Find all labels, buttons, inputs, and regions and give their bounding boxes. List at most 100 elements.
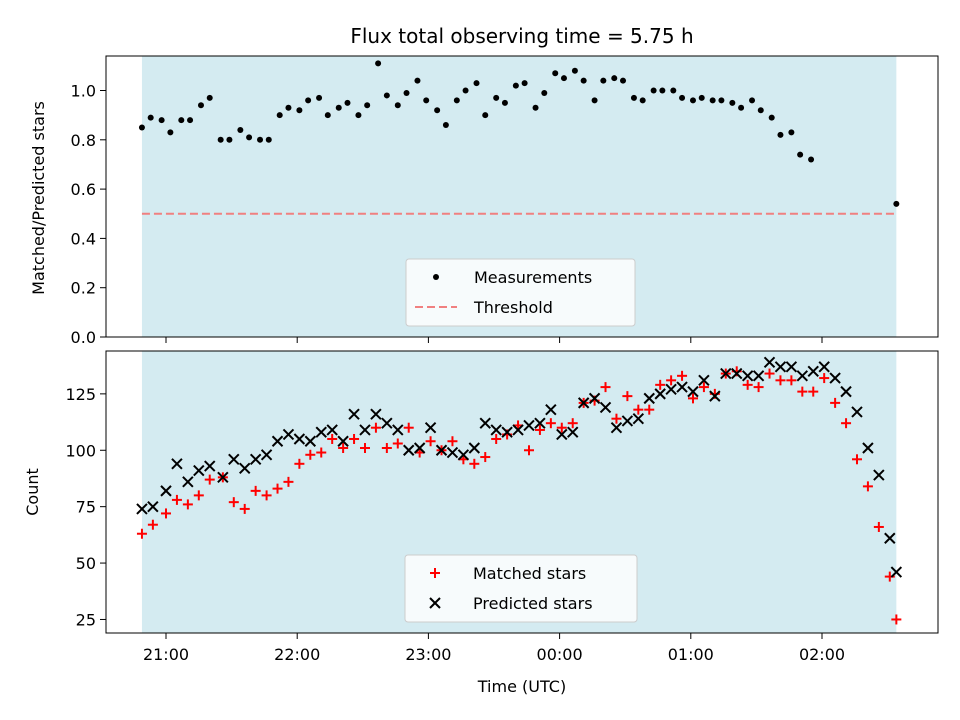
- predicted-star-point: [337, 435, 349, 447]
- predicted-star-mark: [204, 460, 216, 472]
- matched-star-point: [403, 422, 414, 433]
- x-tick-label: 02:00: [799, 645, 845, 664]
- matched-star-point: [228, 497, 239, 508]
- measurement-point: [187, 117, 194, 124]
- predicted-star-mark: [752, 370, 765, 382]
- matched-star-point: [819, 373, 830, 384]
- measurement-point: [591, 97, 598, 104]
- matched-star-point: [644, 404, 655, 415]
- predicted-star-point: [348, 408, 360, 420]
- predicted-star-mark: [304, 435, 317, 447]
- predicted-star-mark: [326, 424, 338, 436]
- matched-star-point: [764, 368, 775, 379]
- measurement-point: [482, 112, 489, 119]
- predicted-star-mark: [665, 383, 677, 396]
- predicted-star-point: [731, 367, 743, 380]
- predicted-star-point: [676, 381, 688, 393]
- measurement-point: [797, 151, 804, 158]
- predicted-star-point: [239, 462, 251, 475]
- x-tick-label: 01:00: [668, 645, 714, 664]
- predicted-star-point: [610, 421, 623, 434]
- predicted-star-mark: [193, 464, 205, 477]
- measurement-points: [138, 60, 900, 207]
- predicted-star-mark: [698, 374, 710, 387]
- measurement-point: [473, 80, 480, 87]
- predicted-star-mark: [147, 500, 159, 513]
- predicted-star-point: [890, 566, 903, 578]
- predicted-star-point: [381, 417, 393, 429]
- predicted-star-mark: [763, 356, 776, 368]
- predicted-star-point: [807, 365, 819, 378]
- measurement-point: [611, 75, 618, 82]
- predicted-star-point: [654, 388, 666, 400]
- matched-star-point: [841, 418, 852, 429]
- measurement-point: [768, 114, 775, 121]
- predicted-star-point: [556, 428, 568, 441]
- predicted-star-mark: [807, 365, 819, 378]
- predicted-star-point: [136, 503, 148, 515]
- matched-star-point: [349, 433, 360, 444]
- x-tick-label: 22:00: [274, 645, 320, 664]
- measurement-point: [178, 117, 185, 124]
- matched-star-point: [171, 494, 182, 505]
- measurement-point: [296, 107, 303, 114]
- measurement-point: [689, 97, 696, 104]
- predicted-star-mark: [621, 415, 634, 427]
- predicted-star-mark: [171, 458, 183, 470]
- measurement-point: [521, 80, 528, 87]
- predicted-star-mark: [435, 444, 448, 456]
- predicted-star-mark: [359, 424, 371, 436]
- measurement-point: [364, 102, 371, 109]
- predicted-star-point: [599, 401, 612, 414]
- predicted-star-mark: [282, 428, 295, 441]
- matched-star-point: [327, 433, 338, 444]
- predicted-star-mark: [403, 444, 415, 456]
- legend-box: [405, 258, 636, 327]
- predicted-star-point: [457, 449, 470, 461]
- measurement-point: [738, 104, 745, 111]
- measurement-point: [324, 112, 331, 119]
- predicted-star-mark: [315, 426, 327, 438]
- predicted-star-mark: [228, 453, 240, 465]
- measurement-point: [620, 77, 627, 84]
- chart-title: Flux total observing time = 5.75 h: [350, 24, 693, 48]
- predicted-star-point: [435, 444, 448, 456]
- predicted-star-mark: [785, 361, 798, 373]
- ratio-y-ticks: 0.0 0.2 0.4 0.6 0.8 1.0: [71, 82, 106, 347]
- measurement-point: [532, 104, 539, 111]
- matched-star-point: [480, 452, 491, 463]
- predicted-star-mark: [741, 370, 754, 382]
- y-tick-label: 25: [76, 610, 96, 629]
- predicted-star-point: [884, 532, 896, 544]
- predicted-star-point: [873, 469, 885, 481]
- matched-star-point: [272, 483, 283, 494]
- predicted-star-point: [293, 433, 306, 445]
- predicted-star-mark: [774, 361, 787, 373]
- predicted-star-point: [160, 485, 172, 497]
- predicted-star-point: [534, 417, 546, 429]
- predicted-star-point: [403, 444, 415, 456]
- predicted-star-point: [490, 424, 502, 436]
- predicted-star-point: [315, 426, 327, 438]
- predicted-star-point: [446, 446, 459, 459]
- measurement-point: [560, 75, 567, 82]
- predicted-star-point: [665, 383, 677, 396]
- x-tick-label: 00:00: [537, 645, 583, 664]
- predicted-star-point: [217, 471, 229, 484]
- predicted-star-point: [621, 415, 634, 427]
- measurement-point: [305, 97, 312, 104]
- predicted-star-mark: [468, 442, 481, 454]
- count-x-ticks: 21:00 22:00 23:00 00:00 01:00 02:00: [143, 633, 845, 664]
- matched-star-point: [381, 443, 392, 454]
- matched-star-point: [666, 375, 677, 386]
- predicted-star-mark: [239, 462, 251, 475]
- predicted-star-mark: [424, 421, 437, 434]
- predicted-star-point: [720, 367, 732, 380]
- measurement-point: [679, 94, 686, 101]
- predicted-star-point: [763, 356, 776, 368]
- predicted-star-mark: [413, 442, 426, 454]
- predicted-star-point: [424, 421, 437, 434]
- measurement-point: [709, 97, 716, 104]
- measurement-point: [257, 136, 264, 143]
